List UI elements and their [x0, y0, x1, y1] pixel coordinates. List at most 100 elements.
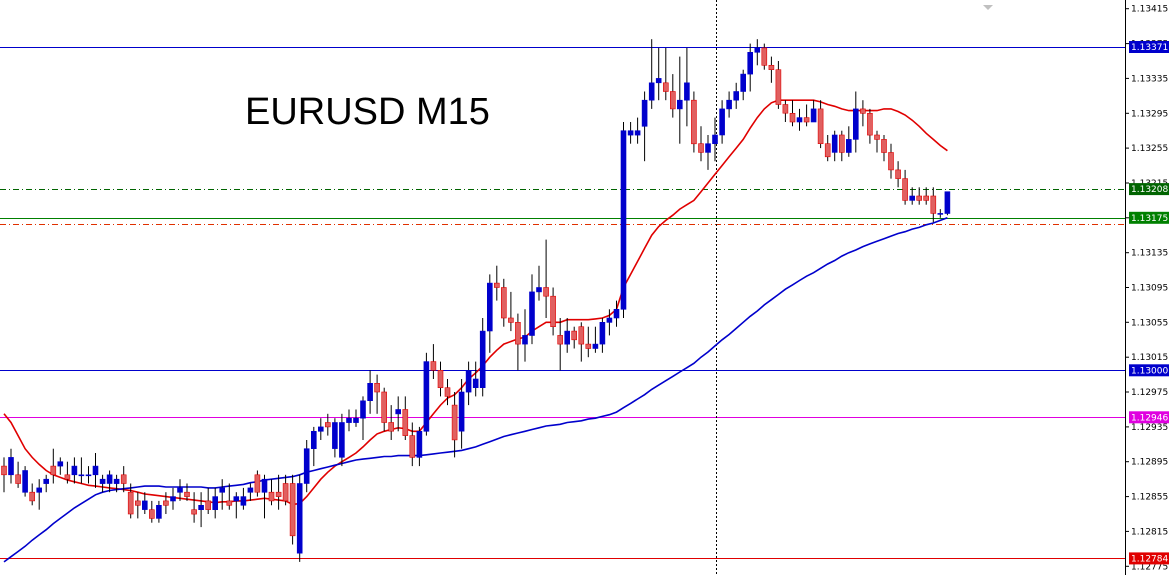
candle-body [127, 491, 134, 515]
candle-body [416, 430, 423, 458]
candle-29 [205, 487, 211, 514]
candle-body [170, 496, 176, 502]
candle-body [592, 343, 599, 349]
candle-108 [761, 43, 768, 70]
candle-body [78, 474, 85, 477]
candle-14 [99, 474, 106, 493]
candle-125 [881, 135, 887, 162]
candle-95 [669, 74, 676, 118]
candle-117 [824, 135, 831, 162]
candle-body [902, 178, 908, 201]
candle-8 [57, 457, 64, 475]
candle-75 [529, 274, 535, 345]
price-badge-label: 1.13175 [1131, 214, 1168, 224]
candle-body [310, 430, 317, 449]
candle-94 [662, 47, 669, 101]
candle-body [184, 491, 190, 497]
candle-3 [22, 466, 28, 497]
candle-60 [423, 352, 430, 436]
candle-body [789, 113, 796, 123]
price-badge-box [1129, 211, 1169, 224]
candle-body [838, 134, 845, 153]
candle-body [782, 104, 789, 114]
candle-12 [85, 466, 92, 484]
candle-45 [317, 418, 324, 440]
candle-128 [902, 169, 908, 205]
candle-body [515, 321, 521, 345]
price-tick-label: 1.13295 [1131, 109, 1168, 119]
candle-body [247, 487, 254, 493]
candle-59 [416, 426, 423, 467]
candle-body [57, 461, 64, 467]
candle-body [205, 500, 211, 510]
candle-31 [219, 479, 225, 510]
candle-56 [395, 396, 402, 432]
candle-16 [113, 474, 120, 493]
candle-55 [388, 405, 395, 440]
candle-109 [768, 56, 775, 83]
price-badge-5: 1.12946 [1129, 411, 1169, 424]
candle-73 [515, 313, 521, 371]
candles [1, 39, 951, 562]
candle-body [479, 330, 486, 389]
candle-107 [754, 39, 761, 66]
candle-18 [127, 483, 134, 519]
candle-body [339, 422, 345, 458]
candle-1 [8, 448, 14, 484]
candle-body [43, 478, 50, 484]
candle-36 [254, 470, 261, 497]
candle-0 [1, 457, 7, 493]
candle-body [71, 465, 78, 476]
candle-body [606, 317, 613, 323]
candle-22 [156, 500, 162, 523]
candle-10 [71, 457, 78, 484]
candle-body [585, 343, 592, 349]
candle-74 [522, 309, 528, 362]
candle-51 [360, 396, 366, 440]
candle-72 [508, 291, 514, 332]
price-tick-label: 1.12855 [1131, 493, 1168, 503]
candle-body [719, 108, 725, 136]
candle-body [923, 195, 930, 201]
candle-15 [106, 470, 113, 493]
candle-120 [845, 126, 852, 157]
candle-body [599, 321, 606, 345]
price-tick-label: 1.12895 [1131, 458, 1168, 468]
candle-body [381, 391, 388, 423]
candle-132 [930, 187, 937, 223]
price-badge-label: 1.13371 [1131, 43, 1168, 53]
candle-102 [719, 100, 725, 144]
candle-37 [261, 474, 268, 519]
candle-78 [550, 287, 556, 336]
candle-body [669, 91, 676, 110]
candle-48 [339, 413, 345, 467]
price-tick-label: 1.13415 [1131, 5, 1168, 15]
price-tick-label: 1.12935 [1131, 423, 1168, 433]
candle-65 [458, 379, 465, 449]
candle-body [627, 130, 634, 136]
candle-body [803, 117, 810, 123]
candle-body [156, 504, 162, 519]
chart-title: EURUSD M15 [245, 91, 490, 133]
candle-body [571, 330, 578, 341]
candle-body [219, 487, 225, 493]
candle-body [874, 134, 880, 140]
candle-body [332, 422, 338, 449]
candle-body [402, 409, 409, 436]
candle-124 [874, 130, 880, 153]
candle-114 [803, 104, 810, 127]
candle-24 [170, 487, 176, 510]
price-badge-4: 1.13000 [1129, 364, 1169, 377]
candle-112 [789, 100, 796, 127]
chart-shift-marker-icon[interactable] [983, 5, 993, 10]
candle-body [634, 130, 641, 136]
candle-38 [268, 479, 275, 506]
candle-123 [867, 108, 873, 144]
candle-body [240, 496, 247, 506]
candle-body [529, 291, 535, 336]
candle-2 [15, 461, 21, 488]
candle-42 [296, 474, 303, 562]
candle-66 [465, 361, 472, 406]
candle-90 [634, 117, 641, 144]
price-badge-0: 1.13371 [1129, 41, 1169, 53]
